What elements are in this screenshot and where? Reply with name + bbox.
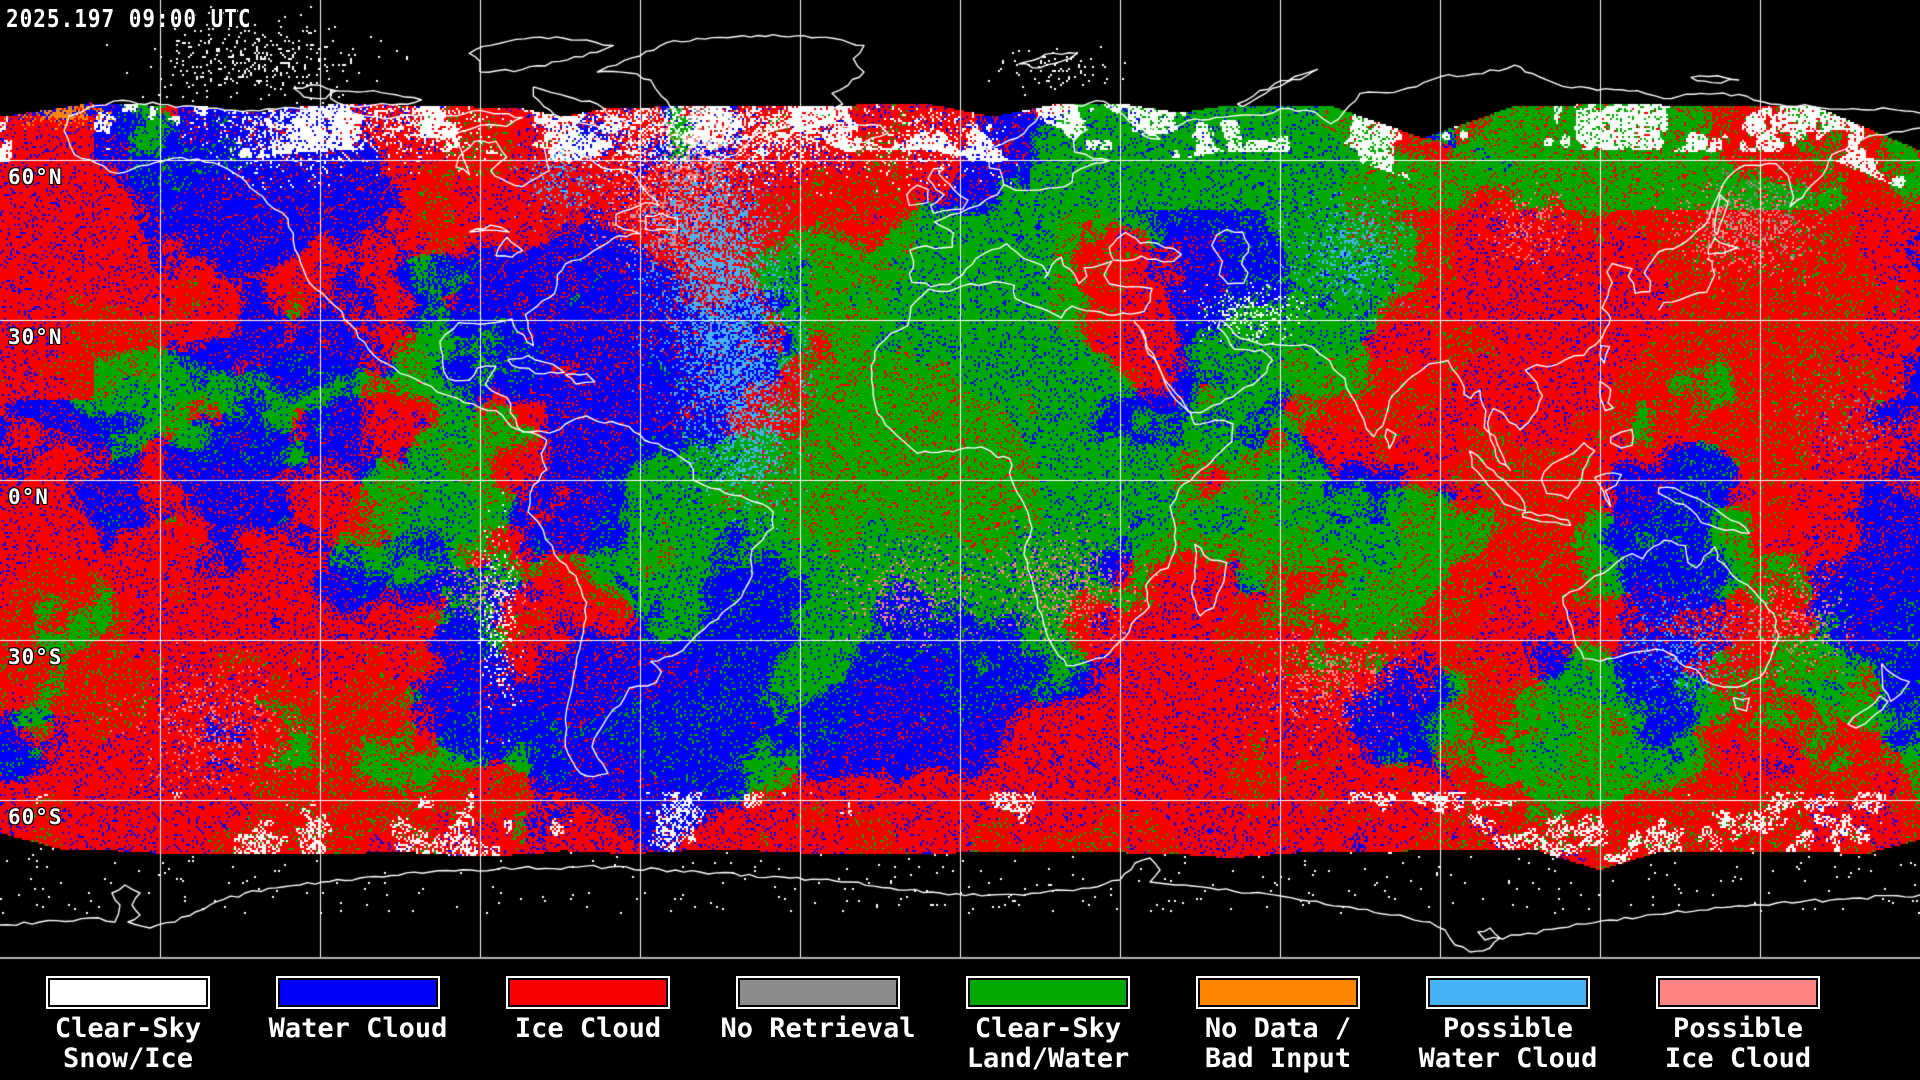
latitude-label-30S: 30°S: [8, 645, 63, 669]
legend-label-clear_sky_land_water: Clear-Sky Land/Water: [966, 1013, 1130, 1074]
legend-item-ice_cloud: Ice Cloud: [506, 976, 670, 1044]
legend-color-no_data_bad_input: [1200, 980, 1356, 1005]
legend: Clear-Sky Snow/Ice Water Cloud Ice Cloud No…: [0, 960, 1920, 1080]
legend-item-clear_sky_snow_ice: Clear-Sky Snow/Ice: [46, 976, 210, 1074]
legend-swatch-possible_water_cloud: [1426, 976, 1590, 1009]
latitude-label-0N: 0°N: [8, 485, 49, 509]
legend-swatch-clear_sky_land_water: [966, 976, 1130, 1009]
legend-color-clear_sky_snow_ice: [50, 980, 206, 1005]
legend-swatch-ice_cloud: [506, 976, 670, 1009]
legend-label-ice_cloud: Ice Cloud: [514, 1013, 662, 1044]
legend-label-no_data_bad_input: No Data / Bad Input: [1204, 1013, 1352, 1074]
legend-item-no_retrieval: No Retrieval: [720, 976, 916, 1044]
legend-swatch-possible_ice_cloud: [1656, 976, 1820, 1009]
legend-swatch-water_cloud: [276, 976, 440, 1009]
legend-swatch-no_data_bad_input: [1196, 976, 1360, 1009]
latitude-label-60N: 60°N: [8, 165, 63, 189]
legend-item-possible_water_cloud: Possible Water Cloud: [1419, 976, 1597, 1074]
legend-color-no_retrieval: [740, 980, 896, 1005]
timestamp-label: 2025.197 09:00 UTC: [6, 4, 252, 33]
legend-label-possible_water_cloud: Possible Water Cloud: [1418, 1013, 1598, 1074]
legend-label-no_retrieval: No Retrieval: [720, 1013, 916, 1044]
legend-label-water_cloud: Water Cloud: [268, 1013, 448, 1044]
latitude-label-30N: 30°N: [8, 325, 63, 349]
legend-item-clear_sky_land_water: Clear-Sky Land/Water: [966, 976, 1130, 1074]
legend-color-water_cloud: [280, 980, 436, 1005]
legend-item-water_cloud: Water Cloud: [269, 976, 447, 1044]
legend-color-clear_sky_land_water: [970, 980, 1126, 1005]
legend-color-possible_water_cloud: [1430, 980, 1586, 1005]
legend-color-ice_cloud: [510, 980, 666, 1005]
legend-swatch-no_retrieval: [736, 976, 900, 1009]
legend-label-possible_ice_cloud: Possible Ice Cloud: [1664, 1013, 1812, 1074]
legend-item-no_data_bad_input: No Data / Bad Input: [1196, 976, 1360, 1074]
legend-label-clear_sky_snow_ice: Clear-Sky Snow/Ice: [54, 1013, 202, 1074]
legend-item-possible_ice_cloud: Possible Ice Cloud: [1656, 976, 1820, 1074]
legend-swatch-clear_sky_snow_ice: [46, 976, 210, 1009]
cloud-phase-map-canvas: [0, 0, 1920, 960]
legend-color-possible_ice_cloud: [1660, 980, 1816, 1005]
latitude-label-60S: 60°S: [8, 805, 63, 829]
